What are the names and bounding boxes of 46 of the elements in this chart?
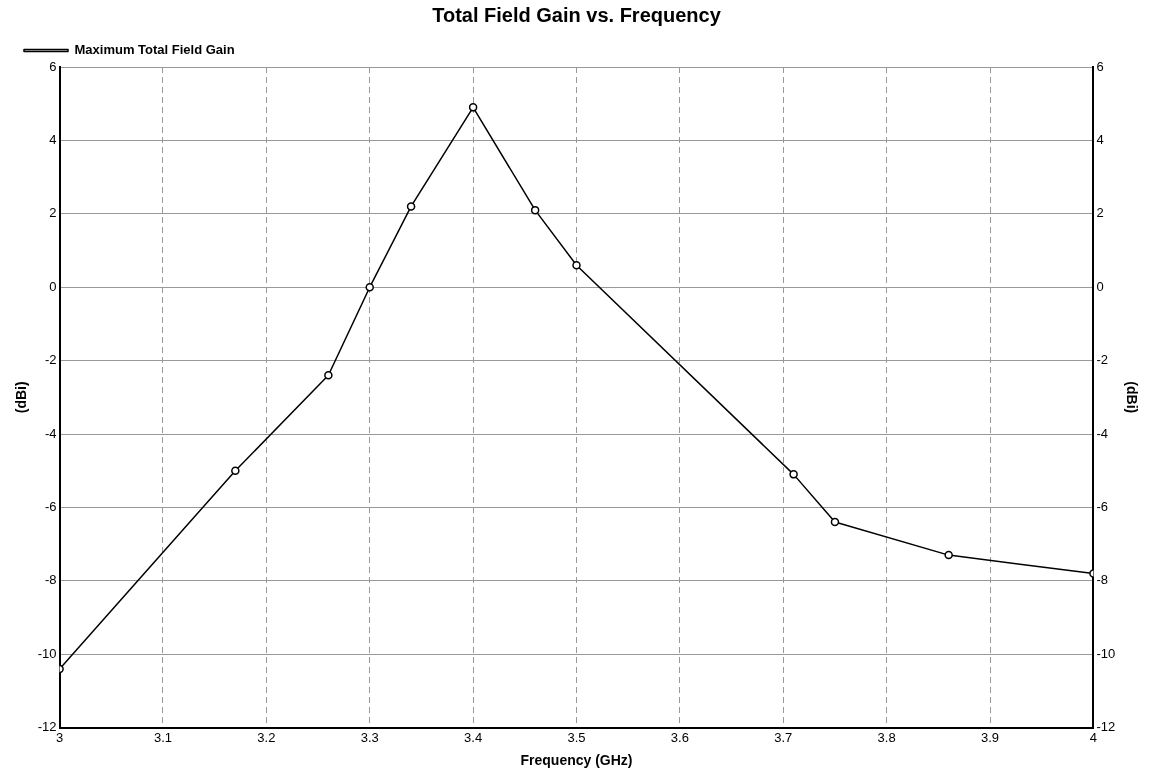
x-tick-label: 3.6 [670, 729, 689, 745]
y2-tick-label: -6 [1096, 498, 1108, 514]
y2-tick-label: 2 [1096, 205, 1104, 221]
point [572, 260, 581, 270]
x-tick-label: 3.2 [257, 729, 276, 745]
x-tick-label: 3.3 [360, 729, 379, 745]
y2-tick-label: -4 [1096, 425, 1108, 441]
y-tick-label: -4 [45, 425, 57, 441]
y-tick-label: -10 [37, 645, 57, 661]
point [365, 282, 374, 292]
y-tick-label: 2 [49, 205, 57, 221]
y-tick-label: 0 [49, 278, 57, 294]
y-tick-label: 6 [49, 58, 57, 74]
x-tick-label: 4 [1089, 729, 1098, 745]
x-tick-label: 3.7 [774, 729, 793, 745]
y2-tick-label: -12 [1096, 719, 1116, 735]
y2-tick-label: 0 [1096, 278, 1104, 294]
y2-axis-title: (dBi) [1123, 381, 1140, 414]
y-tick-label: -8 [45, 572, 57, 588]
point [530, 205, 540, 215]
point [468, 103, 478, 112]
y2-tick-label: -8 [1096, 572, 1108, 588]
x-tick-label: 3.1 [153, 729, 173, 745]
point [789, 470, 798, 479]
x-tick-label: 3.8 [877, 729, 896, 745]
point [830, 517, 840, 527]
point [944, 550, 953, 560]
point [231, 466, 240, 475]
y-tick-label: -12 [37, 719, 57, 735]
y-tick-label: -2 [45, 352, 57, 368]
point [406, 202, 416, 211]
y2-tick-label: 6 [1096, 58, 1104, 74]
y2-tick-label: 4 [1096, 131, 1104, 147]
x-tick-label: 3.9 [980, 729, 1000, 745]
y2-tick-label: -2 [1096, 352, 1108, 368]
y-axis-title: (dBi) [13, 381, 30, 414]
legend-label: Maximum Total Field Gain [74, 42, 235, 58]
x-tick-label: 3.4 [464, 729, 483, 745]
y-tick-label: -6 [45, 498, 57, 514]
y2-tick-label: -10 [1096, 645, 1116, 661]
x-tick-label: 3.5 [567, 729, 586, 745]
point [324, 371, 333, 380]
chart-title: Total Field Gain vs. Frequency [431, 3, 722, 28]
x-tick-label: 3 [55, 729, 64, 745]
y-tick-label: 4 [49, 131, 57, 147]
x-axis-title: Frequency (GHz) [520, 752, 633, 769]
